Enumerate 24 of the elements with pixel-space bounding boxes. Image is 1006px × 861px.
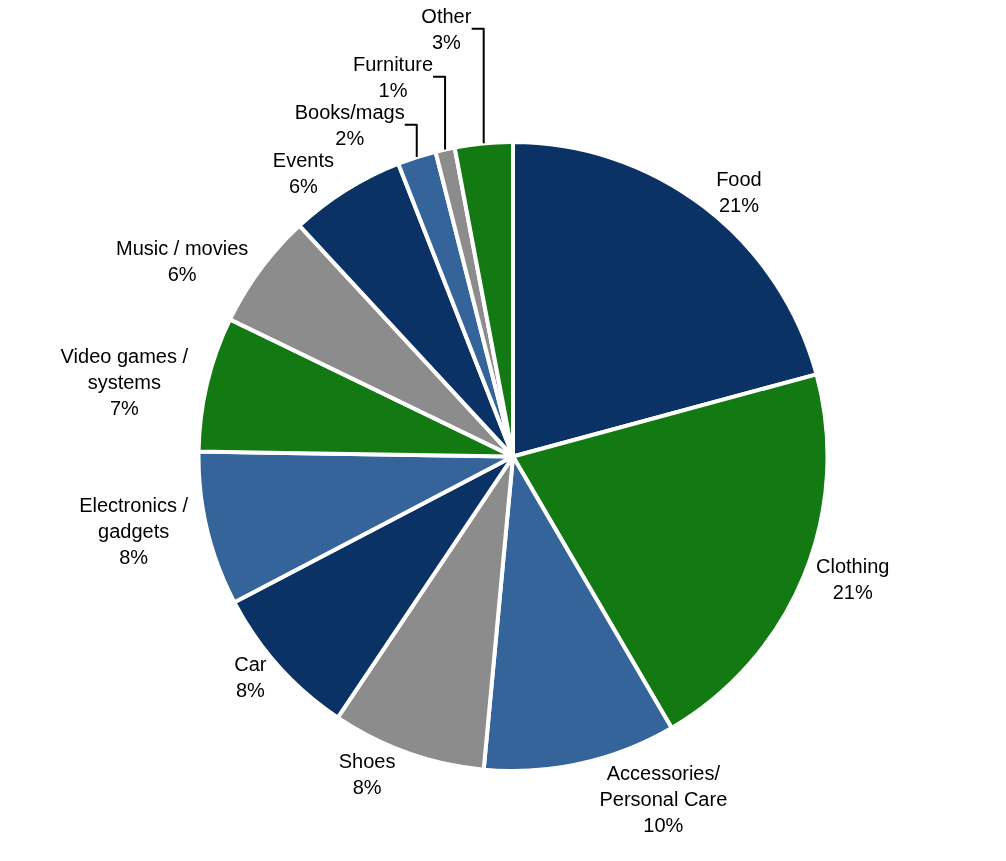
- slice-label: Furniture: [353, 52, 434, 75]
- data-label: 2%: [335, 126, 365, 149]
- data-label: 21%: [832, 581, 873, 604]
- slice-label: Shoes: [338, 750, 396, 773]
- data-label: 8%: [235, 679, 266, 702]
- slice-label: Video games / systems: [60, 344, 189, 393]
- slice-label: Other: [421, 4, 472, 27]
- data-label: 7%: [109, 396, 140, 419]
- data-label: 6%: [288, 174, 319, 197]
- slice-label: Clothing: [816, 555, 890, 578]
- slice-label: Accessories/ Personal Care: [599, 761, 728, 810]
- data-label: 10%: [643, 813, 684, 836]
- slice-label: Music / movies: [116, 236, 249, 259]
- data-label: 6%: [167, 262, 197, 285]
- data-label: 8%: [352, 776, 382, 799]
- slice-label: Books/mags: [294, 100, 405, 123]
- data-label: 21%: [718, 193, 760, 216]
- data-label: 3%: [431, 30, 462, 53]
- data-label: 1%: [378, 78, 408, 101]
- slice-label: Car: [234, 653, 267, 676]
- slice-label: Electronics / gadgets: [79, 494, 189, 543]
- data-label: 8%: [119, 546, 149, 569]
- slice-label: Food: [716, 167, 762, 190]
- slice-label: Events: [272, 148, 334, 171]
